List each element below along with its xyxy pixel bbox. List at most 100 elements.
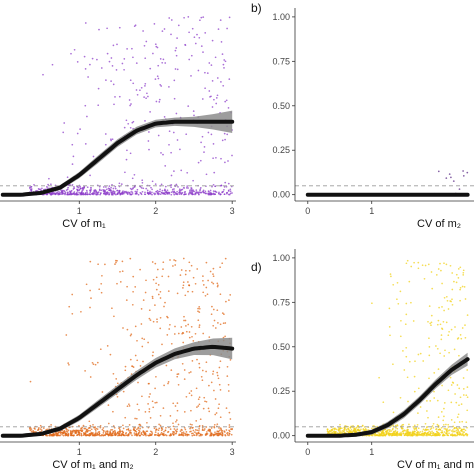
scatter-point [427,263,430,266]
x-tick-label: 0 [305,206,310,216]
scatter-point [116,395,119,398]
scatter-point [213,98,215,101]
scatter-point [217,407,220,410]
scatter-point [195,434,198,437]
scatter-point [202,407,205,410]
scatter-point [170,369,173,371]
scatter-point [121,260,124,263]
scatter-point [66,191,69,194]
scatter-point [182,257,185,260]
scatter-point [129,126,132,129]
scatter-point [128,99,131,101]
scatter-point [453,427,456,429]
scatter-point [220,431,223,433]
scatter-point [173,79,176,82]
scatter-point [436,347,439,350]
scatter-point [100,192,102,194]
scatter-point [89,191,92,194]
scatter-point [130,193,132,196]
y-tick-label: 0.00 [272,431,290,441]
scatter-point [118,427,120,430]
scatter-point [146,189,149,192]
scatter-point [382,401,385,404]
scatter-point [404,432,407,435]
scatter-point [426,400,428,402]
scatter-point [188,261,191,264]
scatter-point [108,193,111,196]
scatter-point [462,377,465,379]
scatter-point [125,158,128,161]
scatter-point [181,429,183,431]
scatter-point [383,433,385,436]
scatter-point [190,394,193,397]
scatter-point [149,432,151,435]
scatter-point [201,98,204,100]
scatter-point [450,176,452,179]
scatter-point [185,330,188,333]
scatter-point [432,422,435,425]
scatter-point [161,275,164,278]
scatter-point [186,185,189,187]
scatter-point [80,310,82,313]
scatter-point [399,396,402,399]
scatter-point [459,286,462,289]
scatter-point [435,434,438,437]
scatter-point [188,392,191,395]
scatter-point [117,433,120,435]
scatter-point [443,427,446,430]
scatter-point [143,193,146,196]
scatter-point [210,193,213,196]
scatter-point [195,189,198,191]
scatter-point [84,104,87,107]
scatter-point [196,268,199,270]
scatter-point [221,312,224,314]
scatter-point [126,405,129,408]
scatter-point [405,302,408,305]
scatter-point [173,170,175,172]
scatter-point [136,93,139,96]
scatter-point [124,369,127,372]
scatter-point [144,85,146,87]
scatter-point [212,275,215,278]
scatter-point [212,273,214,275]
scatter-point [109,353,112,356]
scatter-point [462,431,465,433]
scatter-point [443,434,446,437]
scatter-point [213,319,216,322]
panel-d: 0 1 0.00 0.25 0.50 0.75 1.00 d) CV of m₁ and m [251,249,474,471]
scatter-point [138,409,140,411]
scatter-point [159,188,161,191]
scatter-point [63,432,65,434]
scatter-point [159,290,162,293]
scatter-point [466,314,469,316]
scatter-point [461,434,463,437]
scatter-point [215,433,218,435]
scatter-point [362,428,365,430]
scatter-point [439,323,442,326]
scatter-point [106,430,109,432]
scatter-point [113,315,115,318]
scatter-point [111,428,114,431]
scatter-point [177,186,179,188]
scatter-point [176,428,179,431]
scatter-point [84,143,87,145]
scatter-point [461,285,464,288]
scatter-point [340,427,343,430]
scatter-point [86,431,88,433]
scatter-point [101,428,104,431]
scatter-point [388,326,391,328]
scatter-point [431,287,434,290]
scatter-point [151,188,153,191]
scatter-point [78,188,81,191]
scatter-point [189,427,191,430]
scatter-point [327,430,330,433]
scatter-point [89,63,91,66]
scatter-point [220,81,222,83]
scatter-point [170,174,173,177]
scatter-point [163,430,165,433]
scatter-point [197,192,199,195]
scatter-point [50,183,52,186]
scatter-point [194,332,197,335]
scatter-point [205,261,208,264]
scatter-point [125,119,128,122]
